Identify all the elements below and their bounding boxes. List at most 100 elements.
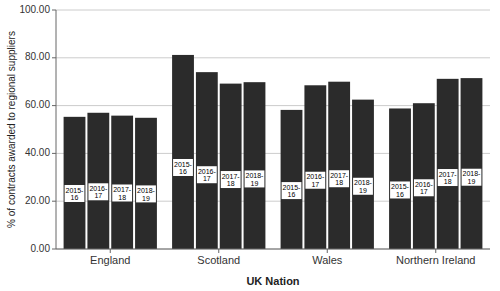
chart-container: 0.0020.0040.0060.0080.00100.002015-16201… bbox=[0, 0, 500, 291]
bar-year-label-line: 2015- bbox=[283, 184, 302, 191]
bar-year-label: 2015-16 bbox=[174, 161, 193, 176]
y-tick-label: 100.00 bbox=[19, 4, 50, 15]
bar-year-label-line: 2018- bbox=[354, 179, 373, 186]
bar-year-label: 2018-19 bbox=[354, 179, 373, 194]
grid-line bbox=[56, 249, 490, 250]
bar-year-label-line: 17 bbox=[203, 175, 211, 182]
bar-year-label-line: 2018- bbox=[463, 170, 482, 177]
bar-year-label: 2016-17 bbox=[415, 181, 434, 196]
y-axis-line bbox=[56, 10, 57, 249]
bar-year-label-line: 19 bbox=[359, 187, 367, 194]
y-tick-label: 20.00 bbox=[25, 195, 50, 206]
bar-label-bg bbox=[112, 184, 132, 201]
bar bbox=[135, 118, 157, 249]
bar-year-label: 2015-16 bbox=[391, 183, 410, 198]
bar-label-bg bbox=[414, 179, 434, 196]
bar bbox=[111, 116, 133, 249]
bar bbox=[87, 113, 109, 249]
y-tick bbox=[52, 153, 56, 154]
bar-label-bg bbox=[245, 170, 265, 187]
bar-year-label-line: 2017- bbox=[113, 186, 132, 193]
bar-label-bg bbox=[136, 185, 156, 202]
x-tick-label: Northern Ireland bbox=[396, 254, 476, 266]
bar bbox=[196, 72, 218, 249]
bar-year-label: 2017-18 bbox=[439, 171, 458, 186]
bar bbox=[461, 78, 483, 249]
bar-year-label-line: 16 bbox=[179, 168, 187, 175]
bar-year-label-line: 2017- bbox=[222, 173, 241, 180]
bar-year-label-line: 2016- bbox=[89, 185, 108, 192]
bar-year-label: 2016-17 bbox=[198, 168, 217, 183]
x-axis-line bbox=[56, 249, 490, 250]
x-axis-label: UK Nation bbox=[246, 275, 299, 287]
bar-year-label: 2016-17 bbox=[306, 173, 325, 188]
bar bbox=[220, 84, 242, 249]
bar-year-label: 2017-18 bbox=[330, 172, 349, 187]
bar-year-label-line: 2016- bbox=[415, 181, 434, 188]
bar bbox=[244, 82, 266, 249]
bar-year-label-line: 17 bbox=[94, 192, 102, 199]
bar-year-label-line: 19 bbox=[142, 195, 150, 202]
bar-year-label-line: 16 bbox=[71, 194, 79, 201]
bar-year-label: 2017-18 bbox=[222, 173, 241, 188]
y-axis-label: % of contracts awarded to regional suppl… bbox=[6, 31, 17, 228]
bar-year-label: 2017-18 bbox=[113, 186, 132, 201]
bar-year-label: 2016-17 bbox=[89, 185, 108, 200]
bar-year-label-line: 18 bbox=[335, 179, 343, 186]
y-tick bbox=[52, 57, 56, 58]
bar bbox=[437, 79, 459, 249]
bar-year-label-line: 18 bbox=[118, 194, 126, 201]
x-tick bbox=[110, 249, 111, 253]
bar-year-label-line: 17 bbox=[311, 181, 319, 188]
bar-year-label-line: 2015- bbox=[66, 187, 85, 194]
bar-year-label-line: 19 bbox=[468, 178, 476, 185]
bar-label-bg bbox=[353, 178, 373, 195]
bar-year-label-line: 2017- bbox=[330, 172, 349, 179]
bar-label-bg bbox=[221, 171, 241, 188]
bar-year-label-line: 18 bbox=[444, 178, 452, 185]
y-tick bbox=[52, 249, 56, 250]
bar bbox=[328, 82, 350, 249]
bar-year-label-line: 2018- bbox=[137, 187, 156, 194]
bar-year-label-line: 2017- bbox=[439, 171, 458, 178]
bar bbox=[64, 117, 86, 249]
x-tick bbox=[435, 249, 436, 253]
bar-year-label-line: 2015- bbox=[174, 161, 193, 168]
y-tick-label: 80.00 bbox=[25, 51, 50, 62]
x-tick bbox=[327, 249, 328, 253]
bar-year-label-line: 16 bbox=[288, 191, 296, 198]
bar-year-label-line: 19 bbox=[251, 180, 259, 187]
grid-line bbox=[56, 10, 490, 11]
bar-year-label-line: 18 bbox=[227, 180, 235, 187]
bar bbox=[172, 55, 194, 249]
bar-label-bg bbox=[282, 182, 302, 199]
y-tick-label: 40.00 bbox=[25, 147, 50, 158]
bar-year-label-line: 2015- bbox=[391, 183, 410, 190]
bar-label-bg bbox=[173, 159, 193, 176]
bar bbox=[304, 85, 326, 249]
bar-year-label-line: 2018- bbox=[246, 172, 265, 179]
bar-label-bg bbox=[462, 169, 482, 186]
bar-year-label: 2015-16 bbox=[66, 187, 85, 202]
y-tick-label: 0.00 bbox=[31, 243, 51, 254]
bar-year-label-line: 2016- bbox=[306, 173, 325, 180]
bar-label-bg bbox=[197, 166, 217, 183]
bar-year-label-line: 2016- bbox=[198, 168, 217, 175]
grid-line bbox=[56, 57, 490, 58]
bar-year-label-line: 16 bbox=[396, 191, 404, 198]
y-tick-label: 60.00 bbox=[25, 99, 50, 110]
bar-year-label: 2015-16 bbox=[283, 184, 302, 199]
bar bbox=[281, 110, 303, 249]
bar-label-bg bbox=[390, 181, 410, 198]
bars bbox=[64, 55, 483, 249]
bar-year-label: 2018-19 bbox=[137, 187, 156, 202]
bar-label-bg bbox=[305, 172, 325, 189]
bar bbox=[352, 100, 374, 249]
bar-label-bg bbox=[438, 169, 458, 186]
chart-svg: 0.0020.0040.0060.0080.00100.002015-16201… bbox=[0, 0, 500, 291]
x-tick-label: England bbox=[90, 254, 130, 266]
bar-labels: 2015-162016-172017-182018-192015-162016-… bbox=[65, 159, 482, 202]
bar bbox=[389, 108, 411, 249]
x-tick-label: Wales bbox=[312, 254, 343, 266]
y-tick bbox=[52, 105, 56, 106]
